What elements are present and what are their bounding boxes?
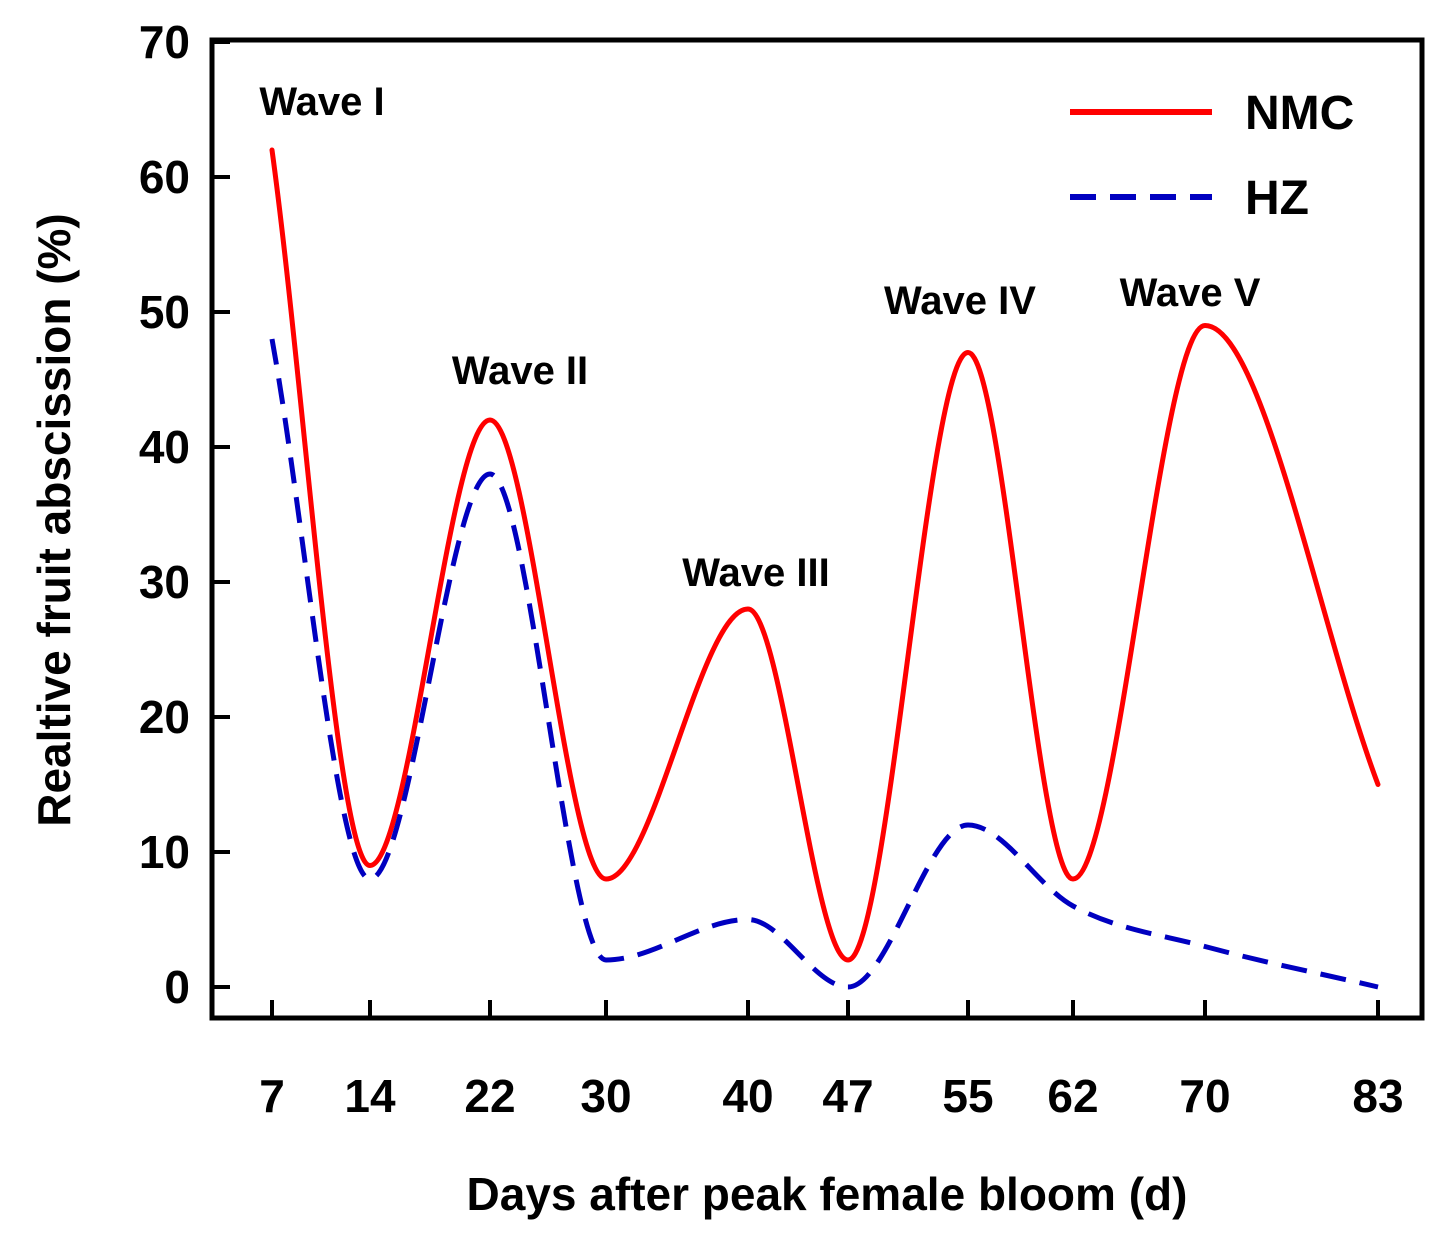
series-layer: [269, 147, 1381, 990]
y-tick-label: 30: [139, 556, 190, 608]
legend-label-hz: HZ: [1245, 172, 1309, 225]
legend-label-nmc: NMC: [1245, 87, 1354, 140]
series-line-hz: [269, 338, 1379, 990]
x-tick-label: 30: [580, 1070, 631, 1122]
x-axis-title: Days after peak female bloom (d): [467, 1168, 1188, 1220]
wave-annotation: Wave V: [1120, 271, 1261, 315]
wave-annotation: Wave IV: [884, 279, 1036, 323]
x-tick-label: 70: [1179, 1070, 1230, 1122]
y-tick-label: 60: [139, 151, 190, 203]
wave-annotation: Wave II: [452, 349, 588, 393]
wave-annotation: Wave I: [259, 80, 384, 124]
x-tick-label: 83: [1352, 1070, 1403, 1122]
x-tick-label: 7: [259, 1070, 285, 1122]
legend: NMC HZ: [1070, 87, 1354, 225]
y-tick-label: 0: [164, 961, 190, 1013]
x-tick-label: 55: [942, 1070, 993, 1122]
wave-annotations: Wave I Wave II Wave III Wave IV Wave V: [259, 80, 1260, 595]
x-axis-ticks: 7 14 22 30 40 47 55 62 70 83: [259, 1000, 1404, 1122]
y-tick-label: 40: [139, 421, 190, 473]
y-axis-title: Realtive fruit abscission (%): [28, 213, 80, 827]
plot-frame: [209, 37, 1425, 1021]
x-tick-label: 40: [722, 1070, 773, 1122]
x-tick-label: 47: [822, 1070, 873, 1122]
y-tick-label: 50: [139, 286, 190, 338]
x-tick-label: 22: [464, 1070, 515, 1122]
wave-annotation: Wave III: [682, 551, 829, 595]
series-line-nmc: [269, 147, 1381, 963]
y-tick-label: 70: [139, 16, 190, 68]
x-tick-label: 14: [344, 1070, 396, 1122]
y-tick-label: 20: [139, 691, 190, 743]
x-tick-label: 62: [1047, 1070, 1098, 1122]
y-tick-label: 10: [139, 826, 190, 878]
y-axis-ticks: 0 10 20 30 40 50 60 70: [139, 16, 230, 1013]
